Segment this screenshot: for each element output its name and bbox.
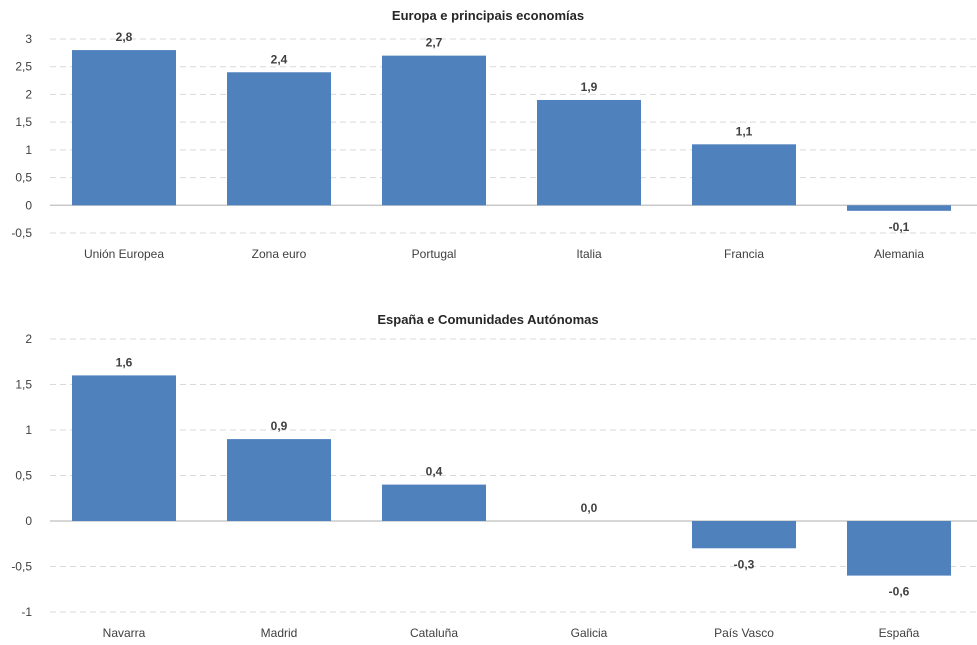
y-tick-label: 2,5 [15,60,32,74]
bar-italia [537,99,641,206]
chart-title: España e Comunidades Autónomas [377,312,598,327]
y-tick-label: -0,5 [11,226,32,240]
data-label-pais-vasco: -0,3 [734,557,755,571]
y-tick-label: 1 [25,143,32,157]
bar-portugal [382,55,486,206]
category-label-pais-vasco: País Vasco [714,626,774,640]
bar-francia [692,144,796,206]
y-tick-label: 3 [25,32,32,46]
category-label-cataluna: Cataluña [410,626,458,640]
bar-union-europea [72,50,176,206]
bar-pais-vasco [692,521,796,549]
bar-zona-euro [227,72,331,206]
data-label-madrid: 0,9 [271,419,288,433]
bar-alemania [847,205,951,211]
category-label-zona-euro: Zona euro [252,247,307,261]
data-label-italia: 1,9 [581,80,598,94]
category-label-union-europea: Unión Europea [84,247,164,261]
bar-madrid [227,439,331,521]
category-label-portugal: Portugal [412,247,457,261]
category-label-galicia: Galicia [571,626,608,640]
data-label-union-europea: 2,8 [116,30,133,44]
y-tick-label: 0 [25,514,32,528]
data-label-portugal: 2,7 [426,36,443,50]
chart-spain-regions: España e Comunidades Autónomas 2 1,5 1 0,5 0 -… [11,312,977,640]
data-label-espana: -0,6 [889,585,910,599]
y-tick-label: 1 [25,423,32,437]
y-tick-label: 0 [25,198,32,212]
chart-title: Europa e principais economías [392,8,584,23]
data-label-cataluna: 0,4 [426,465,443,479]
bar-espana [847,521,951,576]
bar-cataluna [382,484,486,521]
y-tick-label: 0,5 [15,171,32,185]
category-label-alemania: Alemania [874,247,924,261]
y-tick-label: -0,5 [11,560,32,574]
category-label-espana: España [879,626,920,640]
y-tick-label: 0,5 [15,469,32,483]
data-label-galicia: 0,0 [581,501,598,515]
data-label-navarra: 1,6 [116,355,133,369]
category-label-navarra: Navarra [103,626,146,640]
y-tick-label: 1,5 [15,115,32,129]
y-tick-label: -1 [21,605,32,619]
data-label-alemania: -0,1 [889,220,910,234]
data-label-francia: 1,1 [736,124,753,138]
y-tick-label: 2 [25,87,32,101]
bar-navarra [72,375,176,521]
y-tick-label: 1,5 [15,378,32,392]
data-label-zona-euro: 2,4 [271,52,288,66]
y-tick-label: 2 [25,332,32,346]
category-label-madrid: Madrid [261,626,298,640]
category-label-italia: Italia [576,247,602,261]
chart-europe: Europa e principais economías 3 2,5 2 1,5 1 0,… [11,8,977,261]
category-label-francia: Francia [724,247,764,261]
